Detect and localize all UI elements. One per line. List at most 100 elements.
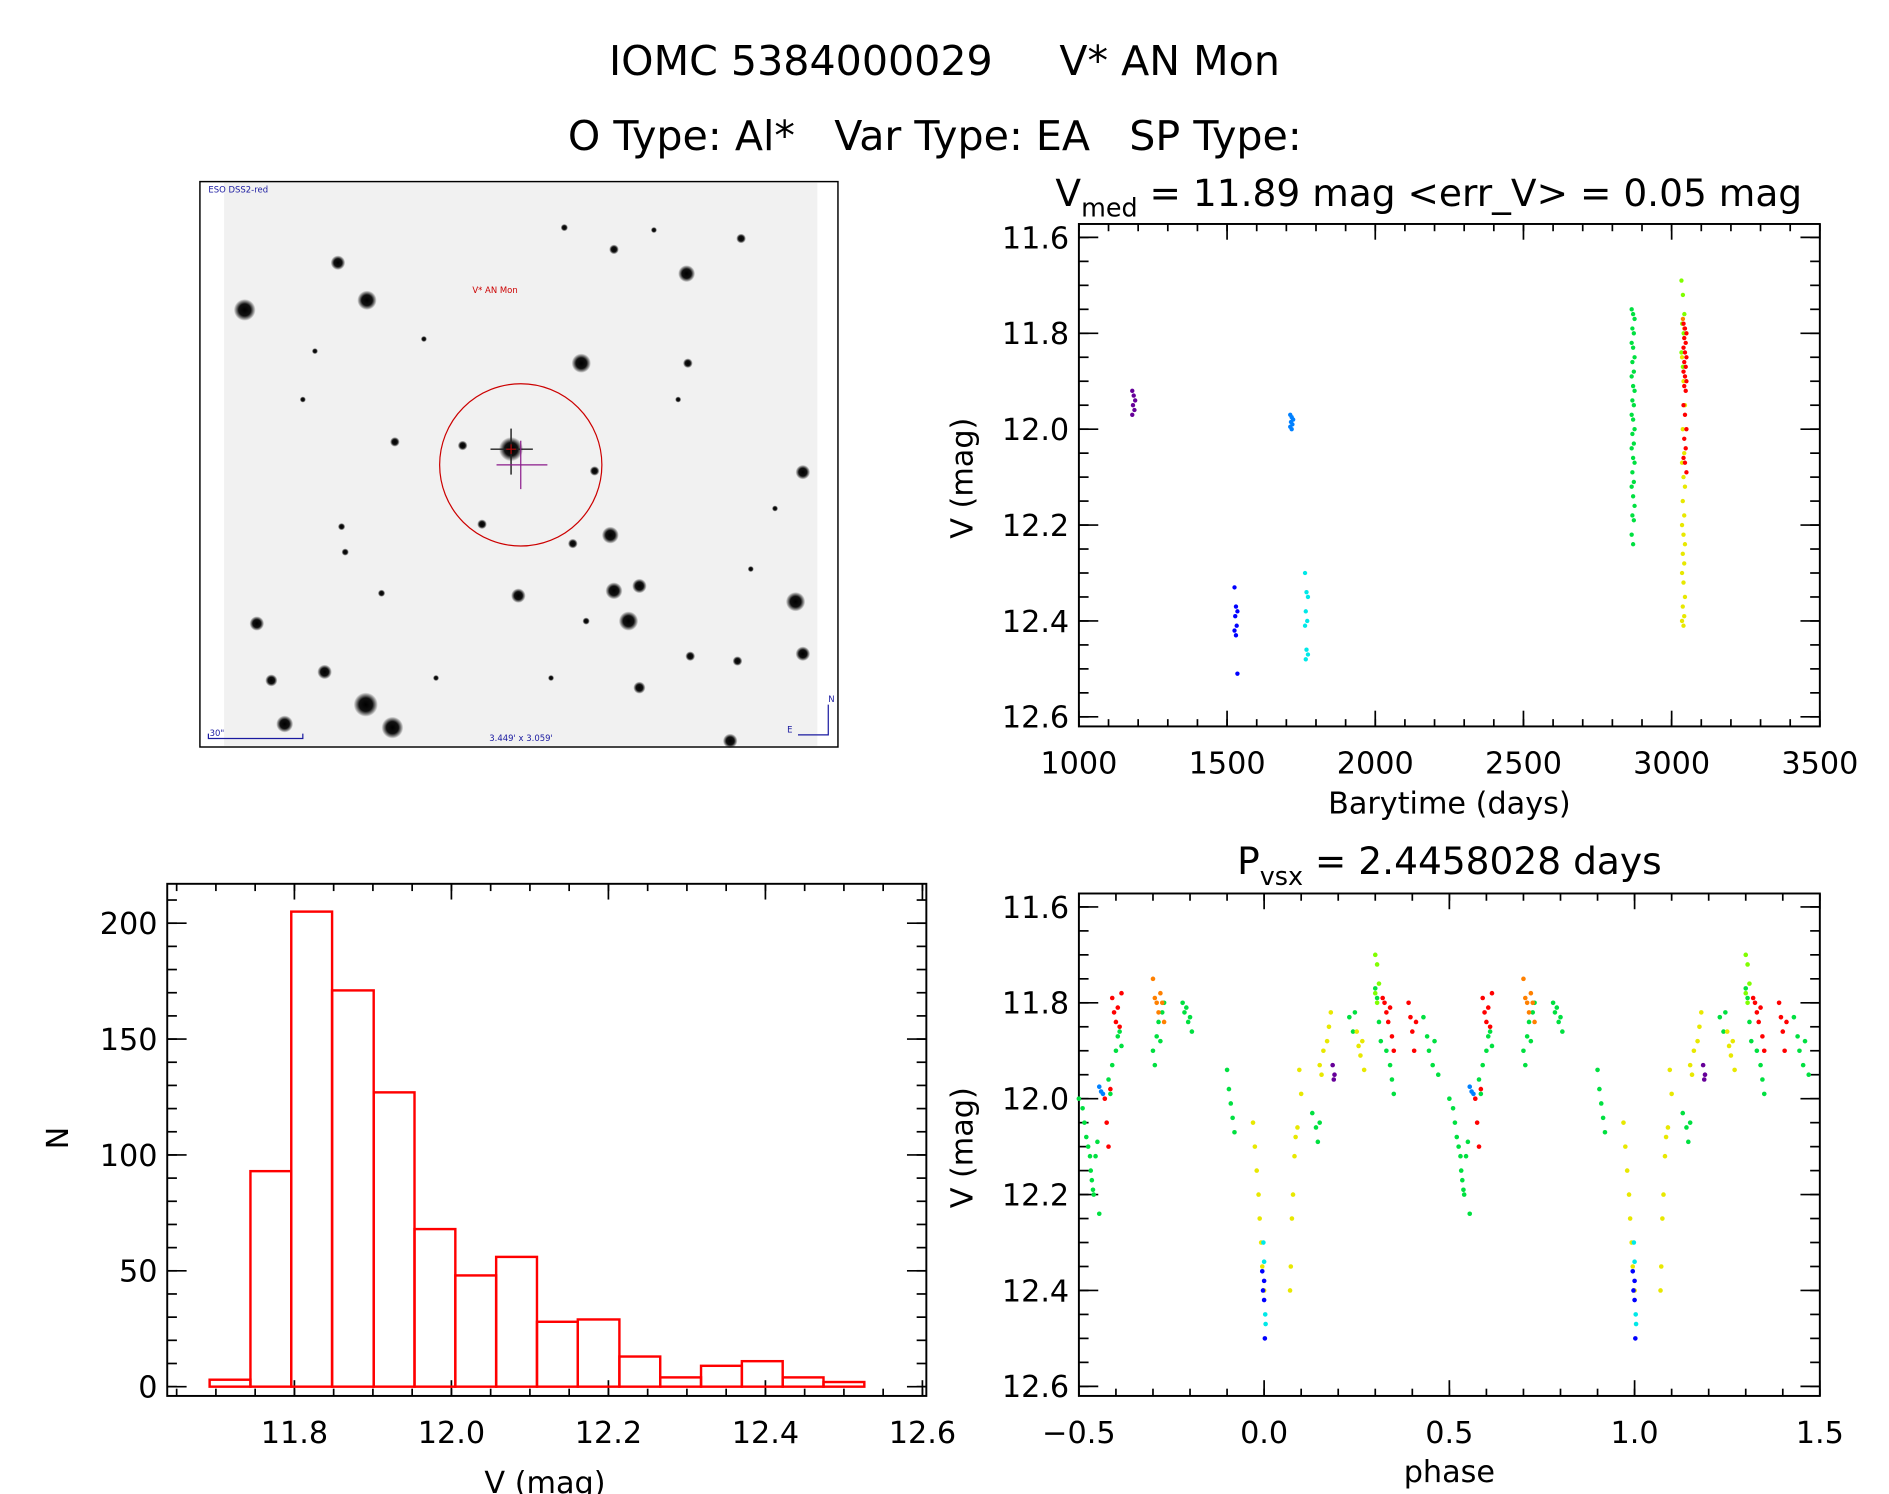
star bbox=[381, 716, 404, 739]
lightcurve-point bbox=[1630, 494, 1636, 499]
lightcurve-point bbox=[1130, 412, 1135, 417]
phased-point bbox=[1633, 1336, 1638, 1341]
phased-point bbox=[1447, 1096, 1452, 1101]
phased-point bbox=[1108, 1086, 1113, 1092]
phased-point bbox=[1083, 1134, 1089, 1140]
phased-point bbox=[1660, 1216, 1665, 1221]
phased-point bbox=[1754, 1010, 1760, 1015]
phased-point bbox=[1432, 1038, 1437, 1044]
lightcurve-point bbox=[1132, 407, 1137, 413]
lightcurve-point bbox=[1235, 671, 1240, 676]
phased-y-tick-label: 12.6 bbox=[1002, 1370, 1069, 1405]
phased-point bbox=[1384, 1010, 1389, 1015]
phased-point bbox=[1484, 1019, 1489, 1025]
phased-point bbox=[1187, 1014, 1193, 1020]
star bbox=[317, 664, 332, 680]
phased-point bbox=[1184, 1005, 1189, 1010]
phased-point bbox=[1298, 1091, 1304, 1097]
lightcurve-point bbox=[1680, 604, 1685, 609]
lightcurve-point bbox=[1682, 436, 1687, 441]
lightcurve-point bbox=[1629, 446, 1634, 451]
phased-point bbox=[1702, 1072, 1708, 1078]
phased-point bbox=[1554, 1005, 1560, 1010]
lightcurve-point bbox=[1680, 292, 1686, 298]
phased-point bbox=[1159, 1010, 1165, 1015]
star bbox=[571, 353, 591, 373]
histogram-bar bbox=[372, 1091, 416, 1388]
phased-point bbox=[1104, 1120, 1109, 1125]
phased-point bbox=[1597, 1086, 1602, 1092]
lightcurve-point bbox=[1132, 398, 1138, 403]
lightcurve-point bbox=[1305, 652, 1311, 657]
lightcurve-y-tick-label: 12.2 bbox=[1002, 509, 1069, 544]
phased-point bbox=[1532, 1019, 1537, 1025]
lightcurve-point bbox=[1302, 623, 1308, 628]
lightcurve-point bbox=[1629, 532, 1634, 537]
histogram-bar bbox=[699, 1364, 744, 1388]
phased-point bbox=[1560, 1029, 1565, 1034]
histogram-x-tick-label: 12.0 bbox=[418, 1416, 485, 1451]
phased-point bbox=[1662, 1153, 1668, 1159]
lightcurve-y-tick-label: 12.4 bbox=[1002, 605, 1069, 640]
phased-xlabel: phase bbox=[1404, 1455, 1495, 1490]
lightcurve-point bbox=[1682, 326, 1688, 331]
lightcurve-point bbox=[1681, 321, 1686, 326]
phased-point bbox=[1082, 1120, 1087, 1125]
phased-point bbox=[1189, 1029, 1195, 1034]
lightcurve-point bbox=[1684, 355, 1689, 360]
phased-point bbox=[1658, 1264, 1664, 1269]
phased-point bbox=[1287, 1288, 1293, 1293]
phased-point bbox=[1687, 1120, 1693, 1125]
phased-point bbox=[1631, 1288, 1636, 1293]
phased-point bbox=[1743, 990, 1749, 996]
phased-y-tick-label: 11.6 bbox=[1002, 891, 1069, 926]
phased-x-tick-label: 1.5 bbox=[1796, 1416, 1844, 1451]
phased-point bbox=[1691, 1048, 1697, 1054]
lightcurve-x-tick-label: 2000 bbox=[1337, 747, 1414, 782]
phased-point bbox=[1317, 1062, 1322, 1068]
lightcurve-point bbox=[1234, 623, 1239, 628]
lightcurve-point bbox=[1631, 479, 1637, 485]
phased-point bbox=[1797, 1048, 1802, 1054]
histogram-ylabel: N bbox=[41, 1127, 76, 1150]
star bbox=[233, 299, 256, 321]
scale-bar bbox=[207, 733, 304, 740]
histogram-bar bbox=[249, 1169, 293, 1388]
phased-point bbox=[1743, 952, 1749, 958]
lightcurve-point bbox=[1682, 542, 1688, 547]
compass-icon bbox=[798, 704, 829, 736]
phased-point bbox=[1315, 1139, 1321, 1145]
phased-point bbox=[1096, 1211, 1102, 1217]
histogram-x-tick-label: 11.8 bbox=[261, 1416, 328, 1451]
phased-point bbox=[1228, 1101, 1234, 1106]
phased-point bbox=[1119, 1043, 1124, 1049]
phased-point bbox=[1330, 1062, 1335, 1068]
phased-point bbox=[1521, 976, 1526, 982]
lightcurve-point bbox=[1630, 431, 1635, 437]
lightcurve-x-tick-label: 1000 bbox=[1040, 747, 1117, 782]
phased-point bbox=[1095, 1139, 1100, 1145]
phased-point bbox=[1480, 1062, 1486, 1068]
phased-point bbox=[1528, 990, 1534, 996]
phased-point bbox=[1376, 981, 1382, 986]
lightcurve-point bbox=[1632, 355, 1637, 360]
phased-point bbox=[1260, 1288, 1266, 1293]
phased-point bbox=[1090, 1187, 1096, 1193]
histogram-bar bbox=[454, 1274, 498, 1388]
phased-point bbox=[1089, 1177, 1095, 1183]
phased-point bbox=[1485, 1005, 1491, 1010]
star bbox=[650, 227, 657, 234]
lightcurve-point bbox=[1235, 609, 1240, 614]
lightcurve-point bbox=[1232, 585, 1237, 590]
phased-point bbox=[1633, 1321, 1639, 1327]
phased-point bbox=[1254, 1168, 1260, 1173]
phased-point bbox=[1106, 1144, 1111, 1149]
lightcurve-point bbox=[1303, 609, 1308, 614]
lightcurve-point bbox=[1630, 417, 1636, 422]
compass-north: N bbox=[828, 694, 834, 704]
phased-point bbox=[1487, 1024, 1493, 1030]
object-name: V* AN Mon bbox=[1059, 37, 1280, 85]
histogram-bar bbox=[413, 1227, 457, 1388]
phased-point bbox=[1290, 1192, 1296, 1197]
phased-point bbox=[1552, 1010, 1558, 1015]
